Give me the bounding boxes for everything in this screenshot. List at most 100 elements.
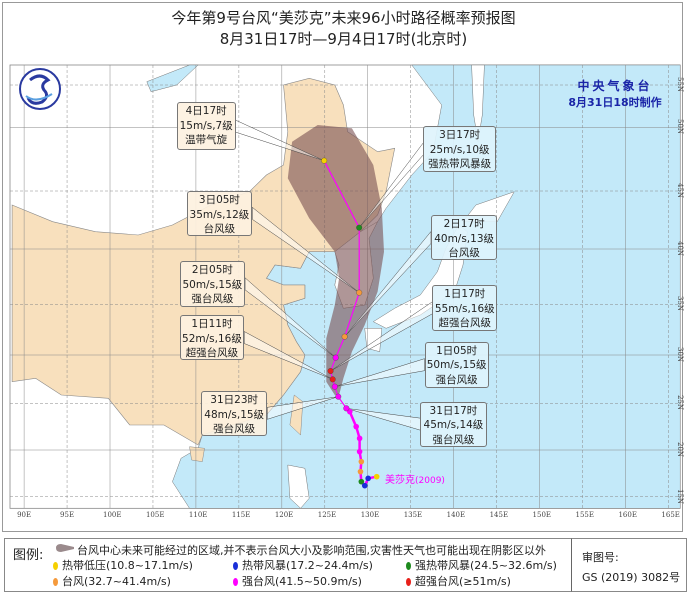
forecast-label: 2日05时 50m/s,15级 强台风级 <box>179 261 246 307</box>
lat-tick-label: 25N <box>676 395 684 411</box>
label-leader <box>243 331 333 380</box>
past-track-point <box>353 423 359 430</box>
map-title: 今年第9号台风“美莎克”未来96小时路径概率预报图 <box>171 9 516 27</box>
past-track-point <box>361 482 368 489</box>
past-track-point <box>356 448 363 455</box>
legend-item-label: 超强台风(≥51m/s) <box>415 575 511 588</box>
forecast-time: 3日05时 <box>198 194 240 206</box>
approval-box: 审图号: GS (2019) 3082号 <box>571 538 687 592</box>
forecast-time: 1日17时 <box>444 288 486 300</box>
label-leader <box>252 206 360 293</box>
typhoon-name-label: 美莎克(2009) <box>385 471 445 486</box>
label-leader <box>235 119 325 161</box>
lon-tick-label: 125E <box>317 511 337 519</box>
forecast-time: 2日17时 <box>443 218 485 230</box>
forecast-point <box>356 289 363 296</box>
lat-tick-label: 35N <box>676 296 684 312</box>
forecast-label: 3日05时 35m/s,12级 台风级 <box>186 191 253 236</box>
forecast-level: 台风级 <box>203 223 236 235</box>
intensity-dot-icon <box>233 562 238 570</box>
lon-tick-label: 160E <box>618 511 637 519</box>
lon-tick-label: 95E <box>60 511 75 519</box>
approval-number: GS (2019) 3082号 <box>582 571 681 584</box>
issue-time: 8月31日18时制作 <box>568 96 662 109</box>
forecast-level: 强台风级 <box>432 433 475 446</box>
forecast-time: 3日17时 <box>439 129 481 141</box>
agency-name: 中央气象台 <box>577 79 653 93</box>
probability-cone <box>287 125 384 395</box>
lon-tick-label: 115E <box>231 511 251 519</box>
label-leader <box>267 396 339 420</box>
forecast-label: 3日17时 25m/s,10级 强热带风暴级 <box>423 126 496 172</box>
forecast-point <box>327 368 334 374</box>
past-track-point <box>358 458 365 465</box>
forecast-wind: 45m/s,14级 <box>423 419 484 432</box>
legend-item: 强台风(41.5~50.9m/s) <box>233 573 362 589</box>
lat-tick-label: 50N <box>676 119 684 135</box>
lat-tick-label: 30N <box>676 347 684 363</box>
forecast-level: 强台风级 <box>191 293 234 305</box>
forecast-wind: 50m/s,15级 <box>426 359 487 372</box>
forecast-wind: 35m/s,12级 <box>189 208 250 221</box>
forecast-label: 4日17时 15m/s,7级 温带气旋 <box>176 102 236 150</box>
intensity-dot-icon <box>406 562 411 570</box>
legend-item-label: 热带低压(10.8~17.1m/s) <box>62 559 193 572</box>
lon-tick-label: 130E <box>360 511 380 519</box>
intensity-dot-icon <box>53 562 58 570</box>
past-track-point <box>373 473 380 480</box>
forecast-point <box>331 383 338 390</box>
lat-tick-label: 40N <box>676 241 684 257</box>
lake-baikal <box>146 64 199 92</box>
forecast-label: 1日05时 50m/s,15级 强台风级 <box>424 341 489 388</box>
forecast-label: 31日23时 48m/s,15级 强台风级 <box>201 391 268 436</box>
typhoon-name: 美莎克 <box>385 475 415 486</box>
forecast-time: 2日05时 <box>191 264 233 276</box>
intensity-dot-icon <box>53 578 58 586</box>
forecast-wind: 15m/s,7级 <box>179 119 233 132</box>
typhoon-code: (2009) <box>415 476 445 486</box>
lon-tick-label: 120E <box>274 511 294 519</box>
forecast-wind: 50m/s,15级 <box>182 278 243 291</box>
past-track-point <box>365 475 371 482</box>
forecast-point <box>329 376 336 383</box>
forecast-level: 超强台风级 <box>438 317 491 329</box>
legend-item-label: 台风(32.7~41.4m/s) <box>62 575 171 588</box>
intensity-dot-icon <box>406 578 411 586</box>
forecast-wind: 40m/s,13级 <box>434 232 494 245</box>
past-track-point <box>358 478 365 485</box>
lon-tick-label: 150E <box>532 511 552 519</box>
lon-tick-label: 105E <box>145 511 165 519</box>
forecast-level: 温带气旋 <box>185 134 228 147</box>
legend: 图例: 台风中心未来可能经过的区域,并不表示台风大小及影响范围,灾害性天气也可能… <box>4 538 572 592</box>
lon-tick-label: 110E <box>188 511 208 519</box>
legend-item: 强热带风暴(24.5~32.6m/s) <box>406 557 557 573</box>
map-frame <box>2 2 683 532</box>
forecast-time: 31日23时 <box>210 394 259 406</box>
forecast-level: 强台风级 <box>213 423 256 435</box>
lat-tick-label: 15N <box>676 488 684 504</box>
approval-label: 审图号: <box>582 551 619 564</box>
lon-tick-label: 100E <box>103 511 122 519</box>
past-track-point <box>356 435 363 442</box>
forecast-label: 1日17时 55m/s,16级 超强台风级 <box>432 285 498 331</box>
forecast-point <box>321 157 328 164</box>
forecast-label: 1日11时 52m/s,16级 超强台风级 <box>179 315 245 360</box>
legend-item: 热带风暴(17.2~24.4m/s) <box>233 557 373 573</box>
lat-tick-label: 20N <box>676 442 684 458</box>
forecast-wind: 48m/s,15级 <box>204 408 265 421</box>
lon-tick-label: 165E <box>661 511 680 519</box>
forecast-wind: 25m/s,10级 <box>429 143 490 156</box>
forecast-time: 1日11时 <box>191 318 233 330</box>
cma-logo-icon <box>19 68 61 110</box>
forecast-level: 台风级 <box>448 247 480 259</box>
past-track-point <box>357 468 364 475</box>
intensity-dot-icon <box>233 578 238 586</box>
legend-item: 热带低压(10.8~17.1m/s) <box>53 557 193 573</box>
forecast-level: 强台风级 <box>435 373 478 386</box>
legend-item-label: 热带风暴(17.2~24.4m/s) <box>242 559 373 572</box>
forecast-point <box>335 393 342 400</box>
forecast-point <box>356 224 363 231</box>
forecast-label: 31日17时 45m/s,14级 强台风级 <box>420 401 487 447</box>
forecast-level: 强热带风暴级 <box>428 158 492 170</box>
legend-cone-note: 台风中心未来可能经过的区域,并不表示台风大小及影响范围,灾害性天气也可能出现在阴… <box>77 544 546 557</box>
